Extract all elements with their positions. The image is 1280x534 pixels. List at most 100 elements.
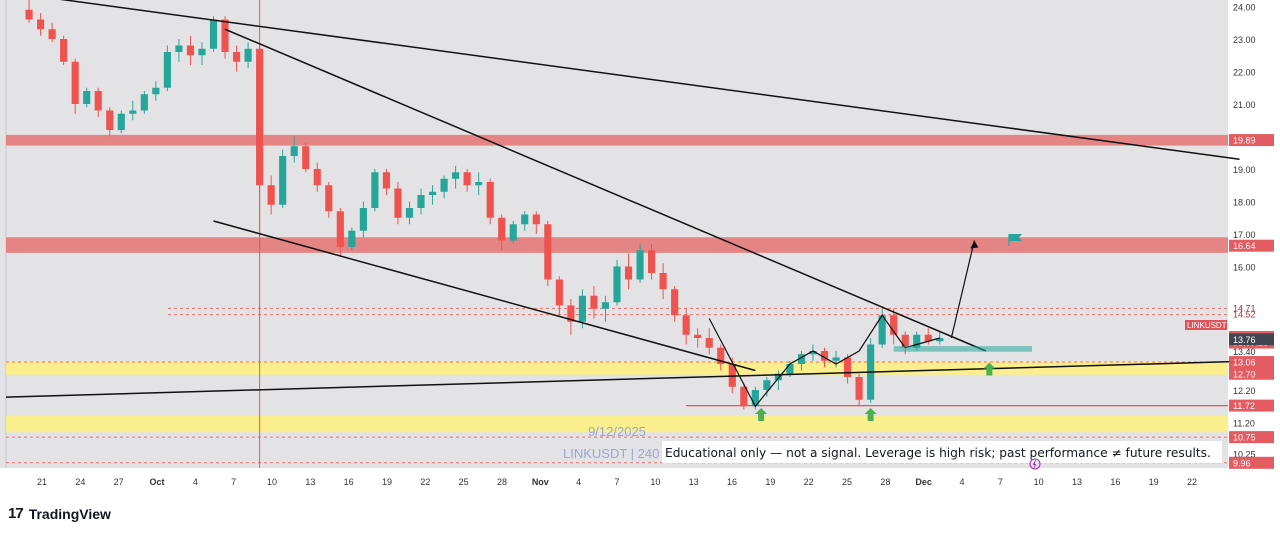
price-label-bg <box>1229 134 1274 147</box>
bull-candle <box>809 344 817 361</box>
time-axis-background <box>0 468 1280 500</box>
tradingview-brand[interactable]: 17 TradingView <box>8 505 111 522</box>
candle-body <box>140 94 148 111</box>
x-tick-label: 19 <box>765 477 775 487</box>
bull-candle <box>359 201 367 238</box>
candle-body <box>405 208 414 218</box>
tradingview-logo-icon: 17 <box>8 505 24 522</box>
x-tick-label: 25 <box>459 477 469 487</box>
candle-body <box>717 347 725 364</box>
candle-body <box>648 250 656 273</box>
candle-body <box>94 91 102 111</box>
bear-candle <box>256 45 264 247</box>
candle-body <box>521 214 529 225</box>
candle-body <box>832 357 840 361</box>
x-tick-label: 10 <box>1034 477 1044 487</box>
candle-body <box>694 334 702 338</box>
x-tick-label: 28 <box>497 477 507 487</box>
x-tick-label: 24 <box>75 477 85 487</box>
candle-body <box>60 39 68 62</box>
descending-channel-lower <box>213 220 756 372</box>
candle-body <box>244 48 252 62</box>
price-chart[interactable]: 9/12/2025 LINKUSDT | 240 Educational onl… <box>0 0 1280 500</box>
y-tick-label: 10.25 <box>1233 449 1256 459</box>
bear-candle <box>336 208 344 257</box>
support-zone <box>6 361 1228 375</box>
bull-candle <box>578 289 586 329</box>
x-tick-label: 16 <box>1110 477 1120 487</box>
candle-body <box>348 230 356 247</box>
candle-body <box>221 19 229 52</box>
candle-body <box>774 373 782 381</box>
bear-candle <box>555 276 563 316</box>
price-axis[interactable]: 24.00 23.00 22.00 21.00 19.00 18.00 17.00 16.00… <box>1185 3 1274 469</box>
time-axis[interactable]: 21 24 27 Oct 4 7 10 13 16 19 22 25 28 Nov 4 7 10 13 16 19 22… <box>37 477 1197 487</box>
candle-body <box>936 338 944 342</box>
bull-candle <box>279 149 287 208</box>
projection-arrow-head <box>970 240 979 249</box>
bull-candle <box>348 227 356 251</box>
candle-body <box>48 29 56 39</box>
bull-candle <box>521 211 529 231</box>
bull-candle <box>428 185 437 205</box>
bull-candle <box>601 295 610 322</box>
bull-candle <box>209 16 218 52</box>
candle-body <box>279 156 287 205</box>
support-zone <box>6 415 1228 433</box>
candle-body <box>117 113 125 130</box>
candle-body <box>428 191 437 195</box>
price-label: 12.70 <box>1233 369 1256 379</box>
plot-background <box>0 0 1228 468</box>
candle-body <box>152 87 160 95</box>
candle-body <box>486 182 494 218</box>
bear-candle <box>382 169 391 195</box>
disclaimer-background <box>662 441 1222 463</box>
candle-body <box>129 110 137 114</box>
bear-candle <box>37 13 45 36</box>
x-tick-label: 7 <box>231 477 236 487</box>
candle-body <box>843 357 852 377</box>
candle-body <box>417 195 425 208</box>
bear-candle <box>590 286 598 319</box>
bull-candle <box>797 351 806 371</box>
candle-body <box>256 48 264 186</box>
candle-body <box>820 351 829 361</box>
bull-candle <box>636 243 644 283</box>
bear-candle <box>532 211 540 234</box>
price-label-bg <box>1229 399 1274 412</box>
bull-candle <box>244 42 252 69</box>
bear-candle <box>671 286 679 322</box>
disclaimer-text: Educational only — not a signal. Leverag… <box>665 446 1211 460</box>
bear-candle <box>659 263 667 299</box>
candle-body <box>809 351 817 355</box>
bull-candle <box>152 81 160 101</box>
rising-support-trendline <box>5 360 1240 398</box>
projection-arrow-line <box>950 240 975 339</box>
candle-body <box>175 45 183 52</box>
candle-body <box>532 214 540 225</box>
candle-body <box>509 224 517 241</box>
candles-layer <box>25 0 944 410</box>
candle-body <box>371 172 379 208</box>
price-label: 14.52 <box>1233 310 1256 320</box>
drawings-layer <box>5 0 1240 421</box>
bull-candle <box>290 136 298 163</box>
candle-body <box>797 354 806 364</box>
candle-body <box>325 185 333 212</box>
bear-candle <box>705 328 713 355</box>
up-arrow-icon <box>864 408 877 421</box>
y-tick-label: 11.20 <box>1233 419 1255 429</box>
price-axis-background <box>1228 0 1280 468</box>
x-tick-label: 19 <box>382 477 392 487</box>
candle-body <box>290 146 298 156</box>
candle-body <box>555 279 563 306</box>
x-tick-label: 16 <box>727 477 737 487</box>
price-label: 10.75 <box>1233 433 1256 443</box>
bull-candle <box>140 91 148 114</box>
y-tick-label: 12.20 <box>1233 386 1256 396</box>
candle-body <box>878 315 886 345</box>
candle-body <box>913 334 921 348</box>
bull-candle <box>452 165 460 189</box>
candle-body <box>786 364 794 374</box>
alert-icon[interactable] <box>1029 458 1041 470</box>
